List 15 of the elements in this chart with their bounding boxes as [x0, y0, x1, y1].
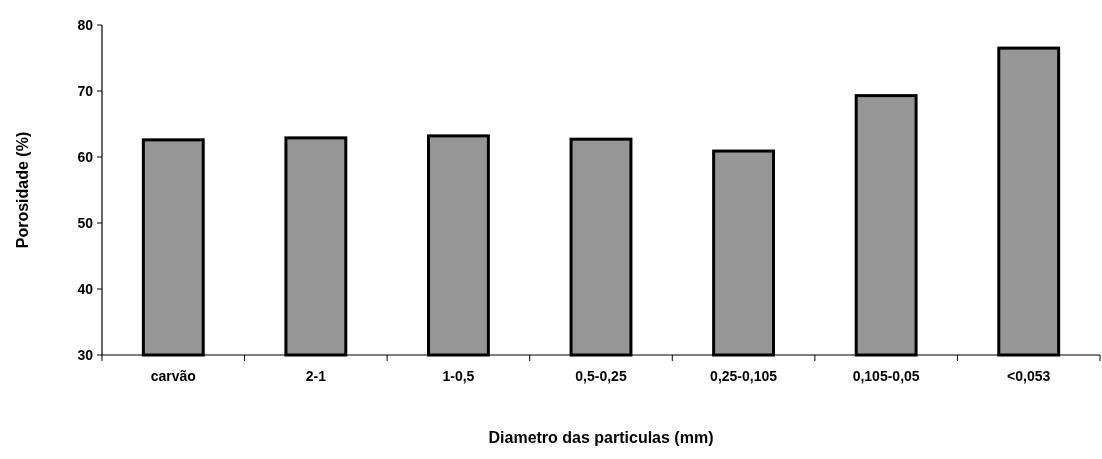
x-tick-label: 0,25-0,105 — [710, 368, 778, 384]
y-tick-label: 80 — [77, 16, 94, 33]
x-tick-label: 0,105-0,05 — [852, 368, 920, 384]
x-tick-label: 2-1 — [305, 368, 327, 384]
x-axis-title: Diametro das particulas (mm) — [488, 429, 714, 446]
x-tick-label: 1-0,5 — [442, 368, 475, 384]
y-tick-label: 70 — [77, 82, 94, 99]
x-tick-label: <0,053 — [1007, 368, 1051, 384]
y-tick-label: 60 — [77, 148, 94, 165]
y-tick-label: 40 — [77, 280, 94, 297]
y-tick-label: 30 — [77, 346, 94, 363]
x-tick-label: carvão — [150, 368, 196, 384]
y-axis-title: Porosidade (%) — [14, 131, 31, 249]
x-tick-label: 0,5-0,25 — [575, 368, 627, 384]
y-tick-label: 50 — [77, 214, 94, 231]
